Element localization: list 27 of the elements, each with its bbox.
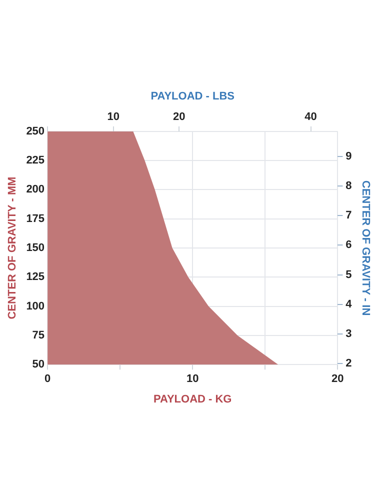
y-tick-label: 75 <box>32 329 45 342</box>
y2-axis-title: CENTER OF GRAVITY - IN <box>359 180 372 316</box>
y2-tick-label: 7 <box>346 210 352 222</box>
x-tick-label: 0 <box>44 373 51 386</box>
y2-tick-label: 3 <box>346 328 352 340</box>
y-axis-title: CENTER OF GRAVITY - MM <box>6 176 19 320</box>
x-tick-label: 10 <box>186 373 199 386</box>
y2-tick-label: 9 <box>346 150 352 162</box>
x2-axis-title: PAYLOAD - LBS <box>150 90 234 103</box>
x2-tick-label: 10 <box>107 110 120 123</box>
x-tick-label: 20 <box>332 373 344 386</box>
y2-tick-label: 8 <box>346 180 352 192</box>
y-tick-label: 200 <box>26 184 45 196</box>
x-axis-title: PAYLOAD - KG <box>154 393 232 406</box>
y-tick-label: 50 <box>32 358 45 371</box>
y-tick-label: 225 <box>26 154 45 167</box>
y2-tick-label: 2 <box>346 358 352 370</box>
y-tick-label: 250 <box>26 125 45 138</box>
y-tick-label: 150 <box>26 242 45 254</box>
y2-tick-label: 5 <box>346 268 352 281</box>
y-tick-label: 100 <box>26 300 45 312</box>
x2-tick-label: 40 <box>304 110 317 123</box>
y-tick-label: 125 <box>26 271 45 284</box>
y2-tick-label: 4 <box>346 298 353 310</box>
y-tick-label: 175 <box>26 212 45 225</box>
x2-tick-label: 20 <box>173 110 186 123</box>
y2-tick-label: 6 <box>346 239 352 252</box>
